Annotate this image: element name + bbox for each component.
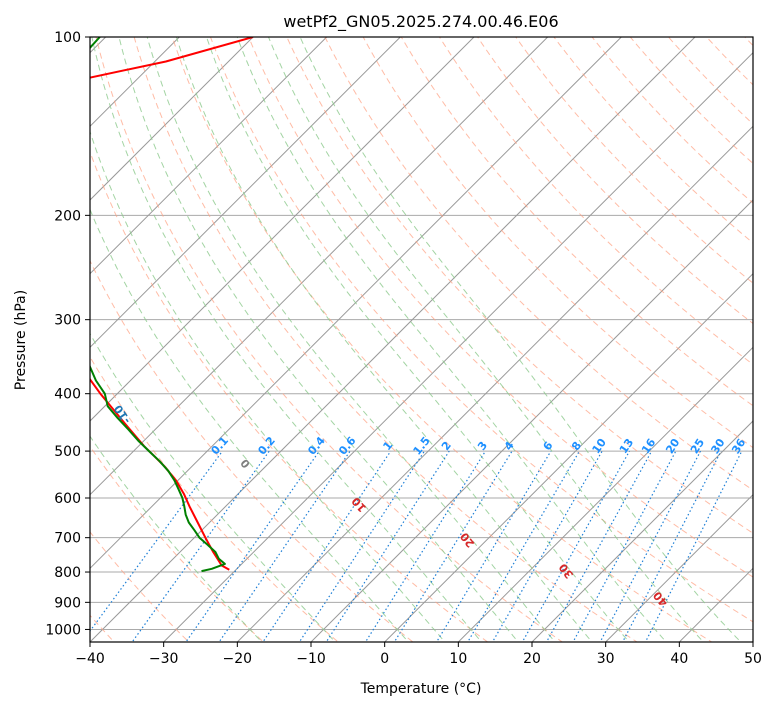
x-tick-label: −20 [223, 651, 253, 667]
dry-adiabat-line [90, 259, 414, 642]
isotherm-line [384, 272, 753, 642]
moist-adiabat-line [175, 37, 593, 642]
y-tick-label: 500 [54, 444, 81, 460]
isotherm-line [90, 37, 401, 349]
moist-adiabat-line [118, 37, 519, 642]
isotherm-line [236, 125, 753, 642]
dry-adiabat-line [286, 37, 753, 534]
dry-adiabat-line [400, 37, 753, 407]
isotherm-line [90, 37, 549, 496]
isotherm-line [90, 37, 328, 275]
chart-title: wetPf2_GN05.2025.274.00.46.E06 [283, 12, 558, 32]
dry-adiabat-line [248, 37, 753, 578]
dry-adiabat-line [324, 37, 753, 491]
mixing-ratio-line [218, 450, 351, 642]
y-tick-label: 600 [54, 491, 81, 507]
x-tick-label: 20 [523, 651, 541, 667]
axis-layer: −40 −30 −20 −10 0 10 20 30 40 50 100 200 300 400 500 60… [45, 30, 762, 667]
dry-adiabat-line [515, 37, 753, 284]
dry-adiabat-line [133, 37, 638, 642]
y-tick-label: 800 [54, 565, 81, 581]
dewpoint-profile-line [90, 37, 226, 573]
x-tick-label: 0 [380, 651, 389, 667]
y-tick-label: 700 [54, 531, 81, 547]
moist-adiabat-line [146, 37, 556, 642]
mixing-ratio-line [325, 450, 450, 642]
y-tick-label: 1000 [45, 622, 81, 638]
isotherm-line [90, 37, 254, 201]
x-tick-label: 30 [597, 651, 615, 667]
dry-adiabat-line [90, 356, 339, 642]
mixing-ratio-line [644, 450, 743, 642]
moist-adiabat-line [299, 37, 742, 642]
plot-frame [89, 36, 754, 643]
moist-adiabat-line [90, 332, 336, 642]
moist-adiabat-line [268, 37, 705, 642]
mixing-ratio-line [545, 450, 653, 642]
dry-adiabat-line [90, 531, 190, 642]
data-layer [90, 37, 254, 573]
x-axis-label: Temperature (°C) [360, 681, 482, 697]
temperature-profile-line [90, 37, 254, 571]
x-tick-label: 10 [449, 651, 467, 667]
moist-adiabat-line [91, 37, 483, 642]
isotherm-line [90, 37, 475, 422]
moist-adiabat-line [206, 37, 630, 642]
isotherm-line [90, 37, 696, 642]
x-tick-label: 40 [670, 651, 688, 667]
y-tick-label: 900 [54, 595, 81, 611]
y-tick-label: 200 [54, 208, 81, 224]
mixing-ratio-line [185, 450, 320, 642]
x-tick-label: −10 [296, 651, 326, 667]
moist-adiabat-line [90, 130, 446, 642]
isotherm-line [605, 493, 753, 642]
isotherm-line [90, 37, 622, 570]
dry-adiabat-line [553, 37, 753, 244]
isotherm-line [163, 51, 753, 642]
y-tick-label: 300 [54, 313, 81, 329]
dry-adiabat-line [209, 37, 753, 623]
mixing-ratio-line [521, 450, 631, 642]
y-axis-label: Pressure (hPa) [13, 290, 29, 390]
mixing-ratio-line [298, 450, 425, 642]
x-tick-label: 50 [744, 651, 762, 667]
mixing-ratio-line [262, 450, 392, 642]
dry-adiabat-line [591, 37, 753, 204]
y-tick-label: 400 [54, 387, 81, 403]
isotherm-line [531, 420, 753, 642]
x-tick-label: −40 [75, 651, 105, 667]
x-tick-label: −30 [149, 651, 179, 667]
mixing-ratio-line [491, 450, 603, 642]
grid-layer [90, 37, 753, 642]
mixing-ratio-line [435, 450, 552, 642]
dry-adiabat-line [171, 37, 713, 642]
moist-adiabat-line [236, 37, 667, 642]
dry-adiabat-line [362, 37, 753, 449]
isotherm-line [457, 346, 753, 642]
y-tick-label: 100 [54, 30, 81, 46]
dry-adiabat-line [95, 37, 564, 642]
mixing-ratio-line [131, 450, 270, 642]
isotherm-line [310, 199, 753, 642]
